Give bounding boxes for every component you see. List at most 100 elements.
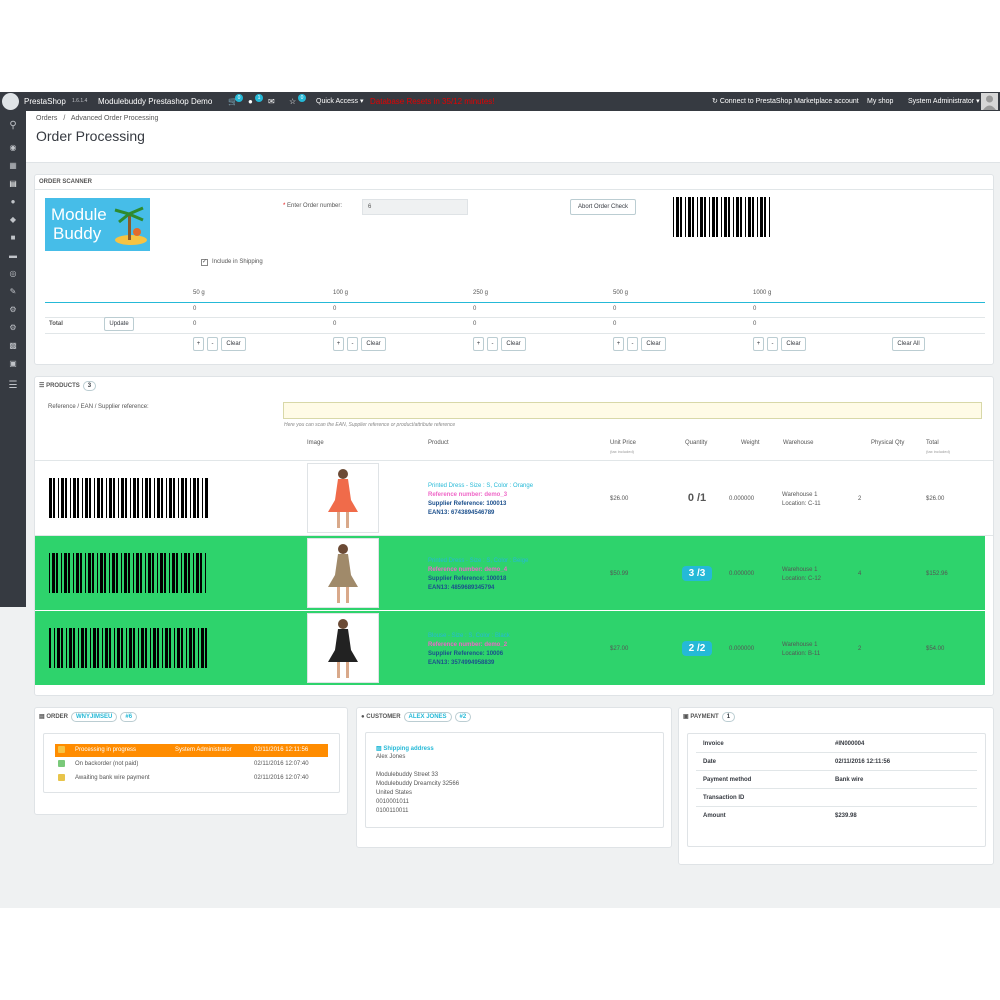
payment-panel: ▣ PAYMENT 1 Invoice #IN000004 Date 02/11/201… bbox=[678, 707, 994, 865]
connect-marketplace-link[interactable]: ↻ Connect to PrestaShop Marketplace acco… bbox=[712, 92, 859, 111]
dashboard-icon[interactable]: ◉ bbox=[9, 143, 17, 152]
customer-name-badge[interactable]: ALEX JONES bbox=[403, 712, 452, 722]
clear-button[interactable]: Clear bbox=[781, 337, 806, 351]
product-warehouse: Warehouse 1 bbox=[782, 492, 818, 498]
user-icon: ● bbox=[361, 714, 365, 720]
stock-icon[interactable]: ▣ bbox=[9, 359, 17, 368]
messages-badge: 0 bbox=[298, 94, 306, 102]
orders-badge: 0 bbox=[235, 94, 243, 102]
payment-title: PAYMENT bbox=[690, 714, 719, 720]
modules-icon[interactable]: ■ bbox=[10, 233, 16, 242]
clear-all-button[interactable]: Clear All bbox=[892, 337, 925, 351]
localization-icon[interactable]: ◎ bbox=[9, 269, 17, 278]
order-number-input[interactable]: 6 bbox=[362, 199, 468, 215]
increment-button[interactable]: + bbox=[753, 337, 764, 351]
reference-search-input[interactable] bbox=[283, 402, 982, 419]
order-reference-badge[interactable]: WNYJIMSEU bbox=[71, 712, 118, 722]
increment-button[interactable]: + bbox=[613, 337, 624, 351]
decrement-button[interactable]: - bbox=[347, 337, 358, 351]
customer-title: CUSTOMER bbox=[366, 714, 401, 720]
clear-button[interactable]: Clear bbox=[361, 337, 386, 351]
search-icon[interactable]: ⚲ bbox=[9, 120, 17, 131]
product-weight: 0.000000 bbox=[729, 646, 755, 652]
product-location: Location: C-11 bbox=[782, 501, 821, 507]
order-title: ORDER bbox=[46, 714, 69, 720]
product-barcode bbox=[49, 553, 206, 593]
order-scanner-panel: ORDER SCANNER Module Buddy * Enter Order… bbox=[34, 174, 994, 365]
message-icon[interactable]: ✉ bbox=[268, 97, 275, 106]
user-avatar-icon bbox=[983, 95, 996, 110]
prestashop-logo-icon[interactable] bbox=[2, 93, 19, 110]
status-processing-icon bbox=[58, 746, 65, 753]
logo-text-line2: Buddy bbox=[53, 224, 102, 243]
customer-panel: ● CUSTOMER ALEX JONES #2 ▨ Shipping addres… bbox=[356, 707, 672, 848]
update-button[interactable]: Update bbox=[104, 317, 134, 331]
product-location: Location: B-11 bbox=[782, 651, 821, 657]
price-rules-icon[interactable]: ◆ bbox=[9, 215, 17, 224]
order-number-label: * Enter Order number: bbox=[283, 203, 343, 209]
payment-label: Date bbox=[703, 759, 717, 765]
quick-access-menu[interactable]: Quick Access ▾ bbox=[316, 92, 363, 111]
decrement-button[interactable]: - bbox=[487, 337, 498, 351]
shop-name-link[interactable]: Modulebuddy Prestashop Demo bbox=[98, 97, 213, 106]
decrement-button[interactable]: - bbox=[627, 337, 638, 351]
customer-icon[interactable]: ● bbox=[248, 97, 253, 106]
address-line: Modulebuddy Street 33 bbox=[376, 772, 439, 778]
stats-icon[interactable]: ▩ bbox=[9, 341, 17, 350]
orders-icon[interactable]: ▤ bbox=[9, 179, 17, 188]
administration-icon[interactable]: ⚙ bbox=[9, 323, 17, 332]
advanced-parameters-icon[interactable]: ⚙ bbox=[9, 305, 17, 314]
dress-figure-icon bbox=[328, 619, 358, 678]
products-count-badge: 3 bbox=[82, 381, 97, 391]
sidebar: ⚲ ◉ ▦ ▤ ● ◆ ■ ▬ ◎ ✎ ⚙ ⚙ ▩ ▣ ☰ bbox=[0, 111, 26, 607]
trophy-icon[interactable]: ☆ bbox=[289, 97, 297, 106]
my-shop-link[interactable]: My shop bbox=[867, 98, 894, 105]
payment-table: Invoice #IN000004 Date 02/11/2016 12:11:56 P… bbox=[687, 733, 986, 847]
product-physical-qty: 2 bbox=[858, 646, 862, 652]
truck-icon: ▨ bbox=[376, 746, 382, 752]
product-name-link[interactable]: Printed Dress - Size : S, Color : Orange bbox=[428, 483, 534, 489]
list-icon: ☰ bbox=[39, 383, 45, 389]
col-warehouse: Warehouse bbox=[783, 440, 814, 446]
employee-menu[interactable]: System Administrator ▾ bbox=[908, 92, 980, 111]
breadcrumb-current: Advanced Order Processing bbox=[70, 115, 159, 122]
preferences-icon[interactable]: ✎ bbox=[9, 287, 17, 296]
avatar[interactable] bbox=[981, 93, 998, 110]
product-quantity: 0 /1 bbox=[687, 492, 707, 504]
clear-button[interactable]: Clear bbox=[501, 337, 526, 351]
shipping-title-text: Shipping address bbox=[383, 746, 434, 752]
product-quantity: 2 /2 bbox=[682, 641, 712, 656]
modulebuddy-logo: Module Buddy bbox=[45, 198, 150, 251]
product-name-link[interactable]: Blouse - Size : S, Color : Black bbox=[428, 633, 510, 639]
breadcrumb-orders[interactable]: Orders bbox=[36, 115, 58, 122]
cart-icon[interactable]: 🛒 bbox=[228, 97, 238, 106]
include-shipping-checkbox[interactable]: ✓ bbox=[201, 259, 208, 266]
catalog-icon[interactable]: ▦ bbox=[9, 161, 17, 170]
decrement-button[interactable]: - bbox=[207, 337, 218, 351]
product-image bbox=[307, 463, 379, 533]
col-quantity: Quantity bbox=[685, 440, 708, 446]
product-weight: 0.000000 bbox=[729, 496, 755, 502]
table-row: Awaiting bank wire payment 02/11/2016 12:… bbox=[55, 772, 328, 785]
product-supplier-reference: Supplier Reference: 10006 bbox=[428, 651, 504, 657]
shipping-icon[interactable]: ▬ bbox=[9, 251, 17, 260]
abort-order-check-button[interactable]: Abort Order Check bbox=[570, 199, 636, 215]
page-title: Order Processing bbox=[36, 128, 145, 144]
menu-collapse-icon[interactable]: ☰ bbox=[8, 380, 18, 391]
decrement-button[interactable]: - bbox=[767, 337, 778, 351]
panel-title: ▤ ORDER WNYJIMSEU #6 bbox=[39, 712, 138, 722]
status-history: Processing in progress System Administrat… bbox=[43, 733, 340, 793]
increment-button[interactable]: + bbox=[193, 337, 204, 351]
increment-button[interactable]: + bbox=[333, 337, 344, 351]
brand-name: PrestaShop bbox=[24, 97, 66, 106]
product-name-link[interactable]: Printed Dress - Size : S, Color : Beige bbox=[428, 558, 529, 564]
clear-button[interactable]: Clear bbox=[221, 337, 246, 351]
payment-value: 02/11/2016 12:11:56 bbox=[835, 759, 891, 765]
product-ean: EAN13: 6743894546789 bbox=[428, 510, 495, 516]
increment-button[interactable]: + bbox=[473, 337, 484, 351]
panel-title: ▣ PAYMENT 1 bbox=[683, 712, 736, 722]
weight-value: 0 bbox=[613, 306, 617, 312]
clear-button[interactable]: Clear bbox=[641, 337, 666, 351]
status-date: 02/11/2016 12:07:40 bbox=[254, 775, 309, 781]
customers-icon[interactable]: ● bbox=[10, 197, 16, 206]
